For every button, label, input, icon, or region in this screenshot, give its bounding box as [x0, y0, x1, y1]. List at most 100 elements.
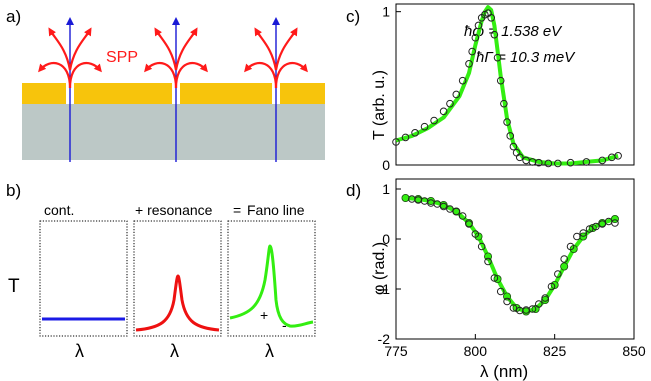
data-point [535, 158, 543, 167]
data-point [430, 116, 438, 125]
data-point [493, 53, 502, 62]
plot-d-frame [395, 178, 635, 340]
panel-d-label: d) [346, 181, 361, 200]
data-point [458, 76, 467, 85]
data-point [611, 219, 619, 227]
data-point [439, 202, 448, 211]
resonance-line [135, 274, 220, 332]
plot-c-marks [392, 5, 622, 168]
panel-c-label: c) [346, 7, 360, 26]
y-tick-label: -1 [378, 281, 391, 297]
data-point [535, 300, 543, 308]
title-resonance: + resonance [135, 202, 213, 218]
substrate-layer [22, 104, 325, 160]
data-point [560, 255, 568, 263]
data-point [490, 30, 499, 39]
data-point [509, 304, 518, 312]
title-cont: cont. [44, 202, 74, 218]
x-tick-label: 800 [464, 343, 488, 359]
y-tick-label: 0 [382, 157, 390, 173]
data-point [566, 158, 575, 167]
data-point [554, 159, 562, 168]
fano-line [229, 244, 314, 328]
data-point [496, 287, 505, 296]
x-tick-label: 850 [622, 343, 646, 359]
x-tick-label: 825 [543, 343, 567, 359]
title-fano: Fano line [247, 202, 305, 218]
plot-d-marks [401, 193, 619, 316]
data-point [509, 142, 518, 151]
data-point [544, 159, 553, 168]
data-point [471, 33, 480, 42]
plot-d-xlabel: λ (nm) [480, 362, 528, 381]
data-point [401, 133, 410, 142]
y-tick-label: 1 [382, 4, 390, 20]
data-point [585, 225, 594, 233]
data-point [547, 282, 556, 291]
data-point [614, 152, 622, 160]
xlabel-cont: λ [75, 341, 84, 361]
panel-c: c) T (arb. u.) ħω = 1.538 eV ħΓ = 10.3 m… [346, 3, 635, 173]
data-point [446, 205, 454, 213]
data-point [541, 294, 549, 302]
data-point [452, 90, 461, 99]
plot-d-ylabel: φ (rad.) [371, 242, 388, 295]
data-point [446, 99, 454, 108]
data-point [465, 60, 473, 68]
data-point [496, 76, 505, 85]
data-point [579, 229, 588, 237]
data-point [487, 13, 496, 22]
xlabel-resonance: λ [170, 341, 179, 361]
data-point [471, 230, 480, 238]
data-point [582, 158, 591, 166]
data-point [503, 297, 511, 306]
fano-minus: - [282, 317, 287, 333]
data-point [474, 21, 483, 30]
panel-a-label: a) [6, 7, 21, 26]
y-tick-label: 0 [382, 231, 390, 247]
spp-label: SPP [106, 49, 138, 66]
panel-d: d) φ (rad.) λ (nm) -2 -1 0 1 775 800 825 850 [346, 178, 646, 381]
data-point [503, 118, 511, 126]
data-point [420, 122, 429, 131]
data-point [528, 305, 537, 313]
fit-point [541, 295, 550, 304]
width-label: ħΓ = 10.3 meV [476, 49, 576, 66]
plot-c-ylabel: T (arb. u.) [371, 70, 388, 140]
data-point [468, 47, 476, 56]
plot-c-ticks: 01 [382, 4, 401, 173]
y-tick-label: 1 [382, 181, 390, 197]
panel-b: b) cont. + resonance = Fano line T + - λ… [6, 181, 316, 361]
y-tick-label: -2 [378, 331, 391, 347]
x-tick-label: 775 [384, 343, 408, 359]
data-point [458, 212, 467, 220]
data-point [484, 257, 492, 266]
panel-b-label: b) [6, 181, 21, 200]
data-point [477, 242, 486, 251]
title-equals: = [233, 202, 241, 218]
data-point [439, 107, 448, 116]
xlabel-fano: λ [265, 341, 274, 361]
data-point [465, 220, 473, 228]
data-point [392, 138, 400, 146]
data-point [506, 132, 515, 140]
fit-line [395, 5, 619, 166]
energy-label: ħω = 1.538 eV [464, 23, 563, 40]
fano-frame [227, 220, 316, 337]
data-point [433, 200, 442, 208]
data-point [566, 242, 575, 251]
data-point [592, 222, 600, 231]
fit-point [560, 262, 569, 271]
data-point [490, 274, 499, 282]
data-point [598, 220, 607, 228]
spp-arrows [38, 27, 308, 89]
plot-d-ticks: -2 -1 0 1 775 800 825 850 [378, 181, 646, 359]
panel-a: a) SPP [6, 7, 325, 162]
fit-point [426, 196, 435, 205]
data-point [500, 99, 508, 108]
data-point [573, 232, 581, 241]
plot-c-frame [395, 3, 635, 166]
data-point [515, 153, 524, 162]
data-point [554, 270, 562, 278]
